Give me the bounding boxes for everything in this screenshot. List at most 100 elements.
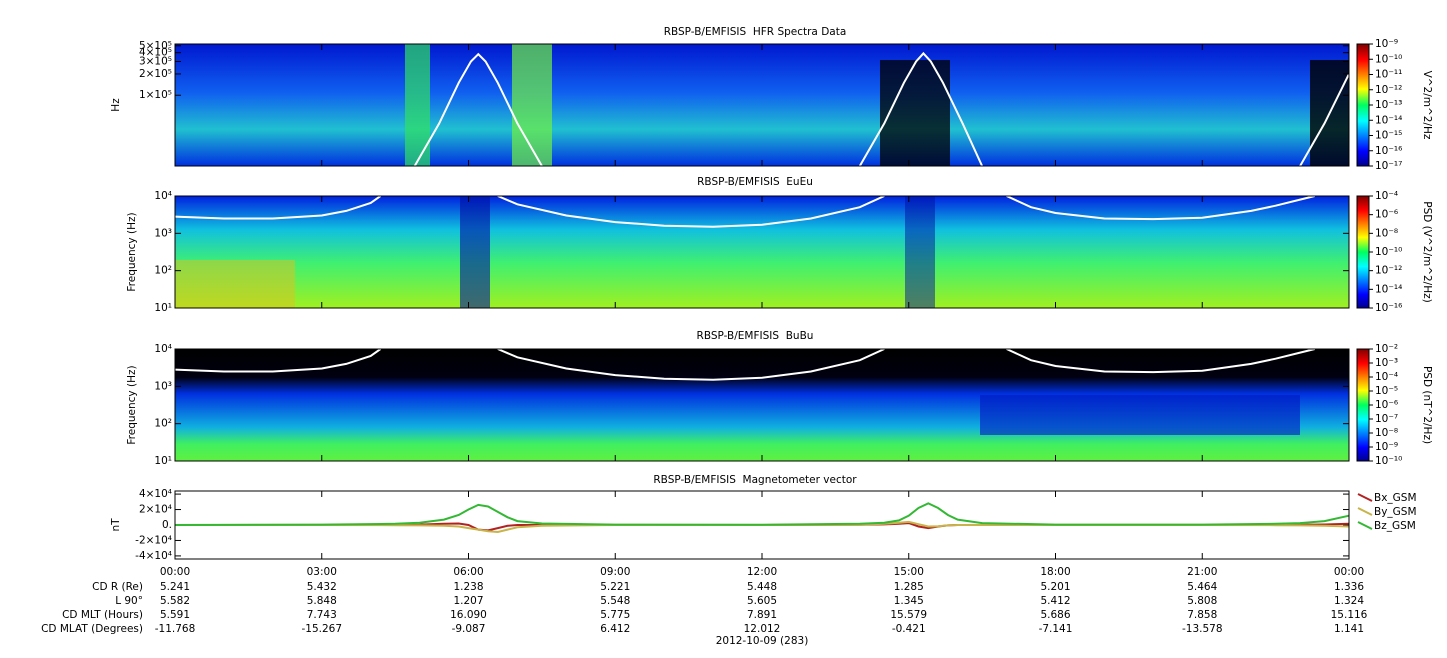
colorbar-tick-label: 10⁻⁴ xyxy=(1375,371,1398,383)
ephemeris-value: 5.848 xyxy=(307,595,337,607)
ephemeris-value: 5.591 xyxy=(160,609,190,621)
colorbar-tick-label: 10⁻¹³ xyxy=(1375,99,1402,111)
y-tick-label: 10² xyxy=(154,265,172,277)
y-tick-label: -4×10⁴ xyxy=(135,550,172,562)
colorbar-label: PSD (V^2/m^2/Hz) xyxy=(1421,201,1433,302)
spectrogram-band xyxy=(980,395,1300,435)
y-tick-label: 10² xyxy=(154,418,172,430)
colorbar-tick-label: 10⁻¹⁰ xyxy=(1375,455,1402,467)
ephemeris-value: 5.686 xyxy=(1040,609,1070,621)
colorbar xyxy=(1357,44,1369,166)
y-tick-label: 2×10⁵ xyxy=(139,68,172,80)
spectrogram-band xyxy=(905,196,935,308)
ephemeris-value: 7.743 xyxy=(307,609,337,621)
colorbar-tick-label: 10⁻¹¹ xyxy=(1375,69,1402,81)
colorbar-tick-label: 10⁻⁴ xyxy=(1375,190,1398,202)
ephemeris-label: CD MLAT (Degrees) xyxy=(41,623,143,635)
ephemeris-value: 5.221 xyxy=(600,581,630,593)
ephemeris-value: -7.141 xyxy=(1039,623,1073,635)
x-axis-label: 2012-10-09 (283) xyxy=(716,635,809,647)
colorbar xyxy=(1357,196,1369,308)
colorbar-tick-label: 10⁻⁸ xyxy=(1375,427,1398,439)
y-tick-label: 4×10⁵ xyxy=(139,47,172,59)
y-tick-label: 10³ xyxy=(154,380,172,392)
legend-label: Bx_GSM xyxy=(1374,492,1417,504)
y-axis-label: Frequency (Hz) xyxy=(126,365,138,444)
y-tick-label: 5×10⁵ xyxy=(139,40,172,52)
ephemeris-value: 5.448 xyxy=(747,581,777,593)
ephemeris-label: CD R (Re) xyxy=(92,581,143,593)
ephemeris-value: -11.768 xyxy=(155,623,196,635)
ephemeris-value: 5.241 xyxy=(160,581,190,593)
ephemeris-label: L 90° xyxy=(115,595,143,607)
field-line xyxy=(175,196,1316,228)
ephemeris-value: 5.548 xyxy=(600,595,630,607)
ephemeris-value: 16.090 xyxy=(450,609,487,621)
colorbar-tick-label: 10⁻¹⁶ xyxy=(1375,145,1402,157)
y-axis-label: Hz xyxy=(110,98,122,112)
spectrogram-band xyxy=(175,260,295,308)
ephemeris-value: 5.808 xyxy=(1187,595,1217,607)
ephemeris-value: 6.412 xyxy=(600,623,630,635)
colorbar-tick-label: 10⁻¹⁷ xyxy=(1375,160,1402,172)
y-tick-label: 10⁴ xyxy=(154,343,172,355)
spectrogram-band xyxy=(460,196,490,308)
ephemeris-value: 15.579 xyxy=(890,609,927,621)
colorbar-tick-label: 10⁻⁶ xyxy=(1375,399,1398,411)
colorbar-frame xyxy=(1356,348,1370,462)
panel-title: RBSP-B/EMFISIS EuEu xyxy=(697,176,813,188)
x-tick-label: 18:00 xyxy=(1040,566,1070,578)
colorbar-tick-label: 10⁻¹⁶ xyxy=(1375,302,1402,314)
legend-swatch xyxy=(1357,493,1373,502)
legend-swatch xyxy=(1357,521,1373,530)
y-tick-label: 10¹ xyxy=(154,455,172,467)
colorbar-tick-label: 10⁻³ xyxy=(1375,357,1398,369)
ephemeris-value: 1.207 xyxy=(453,595,483,607)
panel-title: RBSP-B/EMFISIS Magnetometer vector xyxy=(653,474,857,486)
spectrogram-band xyxy=(880,60,950,166)
spectrogram-band xyxy=(512,44,552,166)
colorbars xyxy=(1357,44,1369,461)
x-tick-label: 09:00 xyxy=(600,566,630,578)
ephemeris-value: 15.116 xyxy=(1331,609,1368,621)
ephemeris-value: 5.412 xyxy=(1040,595,1070,607)
x-tick-label: 00:00 xyxy=(160,566,190,578)
ephemeris-value: 5.201 xyxy=(1040,581,1070,593)
colorbar-tick-label: 10⁻⁸ xyxy=(1375,227,1398,239)
x-tick-label: 06:00 xyxy=(453,566,483,578)
y-tick-label: 1×10⁵ xyxy=(139,89,172,101)
colorbar-tick-label: 10⁻¹⁴ xyxy=(1375,114,1402,126)
colorbar-tick-label: 10⁻⁹ xyxy=(1375,441,1398,453)
y-tick-label: 10³ xyxy=(154,227,172,239)
ephemeris-value: 12.012 xyxy=(744,623,781,635)
colorbar-tick-label: 10⁻¹⁴ xyxy=(1375,283,1402,295)
colorbar-tick-label: 10⁻¹⁰ xyxy=(1375,53,1402,65)
ephemeris-value: 1.345 xyxy=(894,595,924,607)
ephemeris-value: 5.582 xyxy=(160,595,190,607)
y-tick-label: 10¹ xyxy=(154,302,172,314)
y-tick-label: -2×10⁴ xyxy=(135,534,172,546)
x-tick-label: 21:00 xyxy=(1187,566,1217,578)
panel-title: RBSP-B/EMFISIS BuBu xyxy=(697,330,814,342)
colorbar-tick-label: 10⁻¹² xyxy=(1375,265,1402,277)
x-tick-label: 00:00 xyxy=(1334,566,1364,578)
ephemeris-value: 7.858 xyxy=(1187,609,1217,621)
ephemeris-value: 1.336 xyxy=(1334,581,1364,593)
ephemeris-value: 5.432 xyxy=(307,581,337,593)
colorbar-frame xyxy=(1356,43,1370,167)
data-line xyxy=(174,502,1350,526)
y-tick-label: 10⁴ xyxy=(154,190,172,202)
colorbar-tick-label: 10⁻² xyxy=(1375,343,1398,355)
colorbar xyxy=(1357,349,1369,461)
spectrogram-backgrounds xyxy=(175,44,1349,461)
ephemeris-value: 5.775 xyxy=(600,609,630,621)
ephemeris-label: CD MLT (Hours) xyxy=(62,609,143,621)
colorbar-label: V^2/m^2/Hz xyxy=(1421,71,1433,140)
colorbar-tick-label: 10⁻¹² xyxy=(1375,84,1402,96)
ephemeris-value: 1.141 xyxy=(1334,623,1364,635)
ephemeris-value: -9.087 xyxy=(452,623,486,635)
colorbar-frame xyxy=(1356,195,1370,309)
ephemeris-value: 1.238 xyxy=(453,581,483,593)
x-tick-label: 03:00 xyxy=(307,566,337,578)
